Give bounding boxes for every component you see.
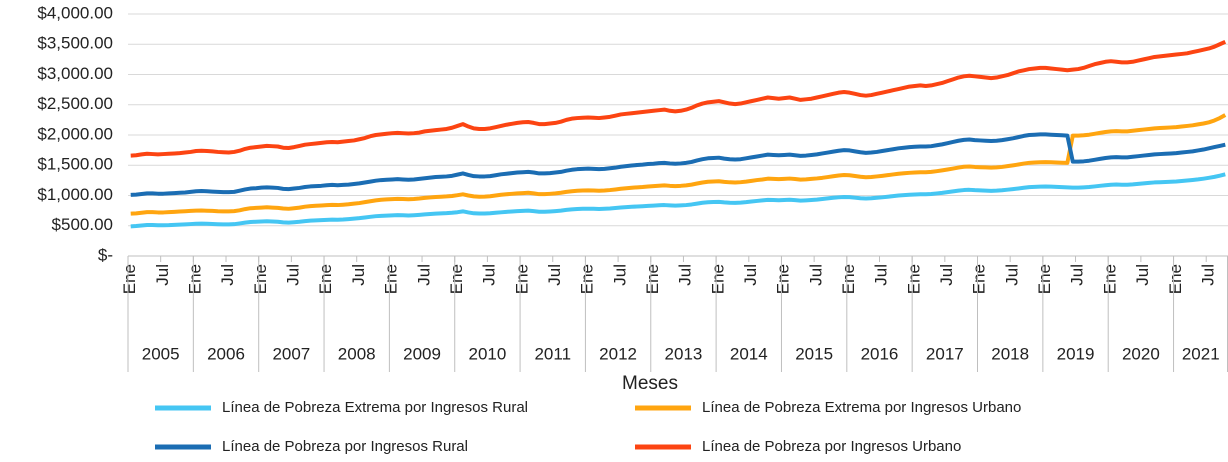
group-label: 2009	[403, 344, 441, 363]
series-line	[130, 172, 1226, 229]
x-tick-label: Ene	[316, 264, 335, 294]
x-tick-label: Ene	[447, 264, 466, 294]
x-tick-label: Jul	[284, 264, 303, 286]
x-tick-label: Ene	[1100, 264, 1119, 294]
x-tick-label: Ene	[186, 264, 205, 294]
x-tick-label: Ene	[708, 264, 727, 294]
group-label: 2005	[142, 344, 180, 363]
x-tick-label: Jul	[1068, 264, 1087, 286]
group-label: 2015	[795, 344, 833, 363]
x-tick-label: Ene	[578, 264, 597, 294]
group-label: 2019	[1057, 344, 1095, 363]
y-tick-label: $500.00	[52, 215, 113, 234]
x-tick-label: Ene	[643, 264, 662, 294]
y-tick-label: $2,000.00	[37, 124, 113, 143]
group-label: 2006	[207, 344, 245, 363]
x-tick-label: Jul	[676, 264, 695, 286]
group-label: 2016	[861, 344, 899, 363]
group-label: 2008	[338, 344, 376, 363]
x-tick-label: Ene	[839, 264, 858, 294]
group-label: 2021	[1182, 344, 1220, 363]
legend: Línea de Pobreza Extrema por Ingresos Ru…	[155, 399, 1021, 455]
x-tick-label: Ene	[120, 264, 139, 294]
legend-label: Línea de Pobreza Extrema por Ingresos Ur…	[702, 399, 1021, 416]
x-tick-label: Jul	[1002, 264, 1021, 286]
x-tick-label: Jul	[218, 264, 237, 286]
x-tick-label: Jul	[872, 264, 891, 286]
y-tick-label: $3,500.00	[37, 34, 113, 53]
group-label: 2010	[468, 344, 506, 363]
x-tick-label: Jul	[349, 264, 368, 286]
group-label: 2017	[926, 344, 964, 363]
y-tick-label: $3,000.00	[37, 64, 113, 83]
x-tick-label: Jul	[806, 264, 825, 286]
group-label: 2020	[1122, 344, 1160, 363]
group-label: 2011	[534, 344, 571, 363]
x-tick-label: Ene	[251, 264, 270, 294]
x-tick-label: Jul	[153, 264, 172, 286]
group-label: 2007	[272, 344, 310, 363]
group-label: 2013	[665, 344, 703, 363]
x-tick-label: Jul	[545, 264, 564, 286]
series-line	[130, 132, 1226, 197]
x-tick-label: Ene	[1166, 264, 1185, 294]
legend-label: Línea de Pobreza Extrema por Ingresos Ru…	[222, 399, 528, 416]
group-label: 2014	[730, 344, 768, 363]
x-tick-label: Ene	[774, 264, 793, 294]
x-tick-label: Jul	[1198, 264, 1217, 286]
x-tick-label: Jul	[414, 264, 433, 286]
x-tick-label: Ene	[1035, 264, 1054, 294]
x-axis-title: Meses	[622, 373, 678, 394]
y-tick-label: $4,000.00	[37, 3, 113, 22]
x-tick-label: Jul	[937, 264, 956, 286]
legend-label: Línea de Pobreza por Ingresos Urbano	[702, 438, 961, 455]
x-tick-label: Jul	[610, 264, 629, 286]
group-label: 2018	[991, 344, 1029, 363]
y-tick-label: $2,500.00	[37, 94, 113, 113]
legend-label: Línea de Pobreza por Ingresos Rural	[222, 438, 468, 455]
x-tick-label: Jul	[480, 264, 499, 286]
x-tick-label: Ene	[970, 264, 989, 294]
x-tick-label: Ene	[904, 264, 923, 294]
x-tick-label: Ene	[512, 264, 531, 294]
group-label: 2012	[599, 344, 637, 363]
y-tick-label: $1,500.00	[37, 155, 113, 174]
y-tick-label: $1,000.00	[37, 185, 113, 204]
series-line	[130, 40, 1227, 158]
series-line	[130, 113, 1227, 216]
y-tick-label: $-	[98, 245, 113, 264]
x-tick-label: Ene	[382, 264, 401, 294]
x-tick-label: Jul	[741, 264, 760, 286]
x-tick-label: Jul	[1133, 264, 1152, 286]
